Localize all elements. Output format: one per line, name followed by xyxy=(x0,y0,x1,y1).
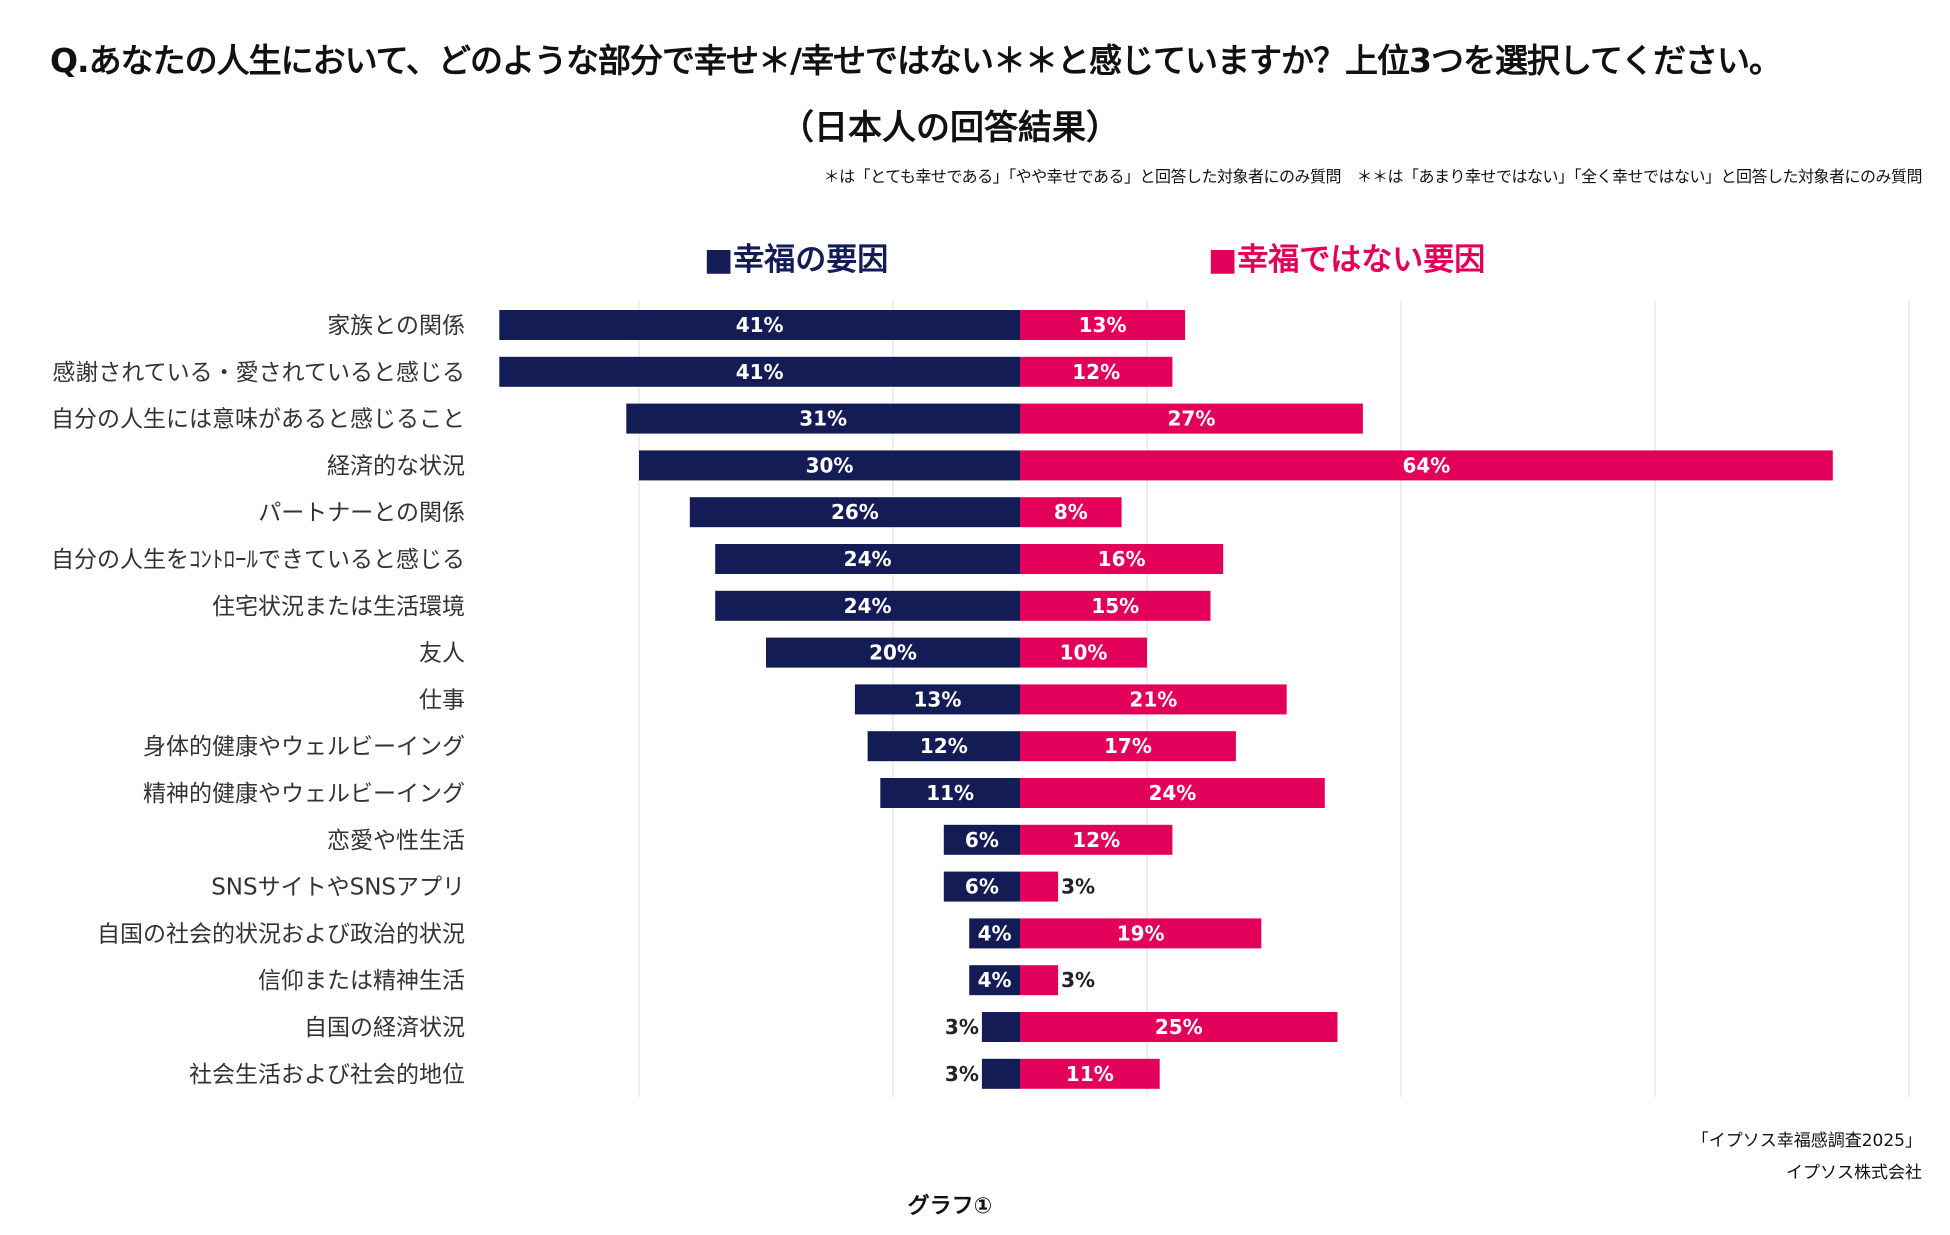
unhappy-value-label: 24% xyxy=(1148,781,1196,805)
happy-value-label: 20% xyxy=(869,641,917,665)
unhappy-factor-bar xyxy=(1020,871,1059,902)
happy-value-label: 24% xyxy=(844,594,892,618)
happy-value-label: 13% xyxy=(914,687,962,711)
unhappy-factor-bar xyxy=(1020,1058,1160,1089)
unhappy-value-label: 64% xyxy=(1402,453,1450,477)
category-label: 社会生活および社会的地位 xyxy=(189,1062,465,1088)
category-label: 家族との関係 xyxy=(327,313,465,339)
unhappy-value-label: 19% xyxy=(1117,921,1165,945)
happy-value-label: 41% xyxy=(736,360,784,384)
unhappy-value-label: 13% xyxy=(1079,313,1127,337)
category-label: パートナーとの関係 xyxy=(258,500,465,526)
happy-value-label: 31% xyxy=(799,407,847,431)
unhappy-value-label: 17% xyxy=(1104,734,1152,758)
happy-factor-bar xyxy=(880,778,1020,808)
unhappy-factor-bar xyxy=(1020,497,1122,528)
unhappy-factor-bar xyxy=(1020,356,1173,387)
category-label: 恋愛や性生活 xyxy=(327,828,465,854)
category-label: 身体的健康やウェルビーイング xyxy=(143,734,465,760)
happy-value-label: 11% xyxy=(926,781,974,805)
category-label: 仕事 xyxy=(419,687,465,713)
source-label: 「イプソス幸福感調査2025」 xyxy=(1691,1131,1922,1151)
category-label: 自分の人生には意味があると感じること xyxy=(51,407,465,433)
unhappy-value-label: 15% xyxy=(1091,594,1139,618)
chart-subtitle: （日本人の回答結果） xyxy=(780,108,1120,148)
happy-value-label: 26% xyxy=(831,500,879,524)
happy-factor-bar xyxy=(766,637,1020,668)
category-label: 自国の経済状況 xyxy=(304,1015,465,1041)
unhappy-factor-bar xyxy=(1020,918,1262,949)
happy-factor-bar xyxy=(639,450,1020,481)
happy-factor-bar xyxy=(981,1012,1020,1042)
happy-factor-bar xyxy=(689,497,1020,528)
happy-factor-bar xyxy=(867,731,1020,762)
unhappy-value-label: 16% xyxy=(1098,547,1146,571)
unhappy-factor-bar xyxy=(1020,637,1147,668)
unhappy-value-label: 12% xyxy=(1072,360,1120,384)
unhappy-factor-bar xyxy=(1020,1012,1338,1042)
happy-factor-bar xyxy=(969,918,1020,949)
unhappy-value-label: 12% xyxy=(1072,828,1120,852)
category-label: 経済的な状況 xyxy=(327,453,465,479)
happy-factor-bar xyxy=(499,356,1020,387)
happy-value-label: 24% xyxy=(844,547,892,571)
happy-value-label: 30% xyxy=(806,453,854,477)
category-label: 友人 xyxy=(419,641,465,667)
chart-title: Q.あなたの人生において、どのような部分で幸せ＊/幸せではない＊＊と感じています… xyxy=(50,41,1782,80)
unhappy-factor-bar xyxy=(1020,684,1287,715)
unhappy-value-label: 10% xyxy=(1060,641,1108,665)
company-label: イプソス株式会社 xyxy=(1786,1163,1922,1183)
happy-factor-bar xyxy=(943,871,1020,902)
unhappy-value-label: 25% xyxy=(1155,1015,1203,1039)
unhappy-factor-bar xyxy=(1020,778,1325,808)
category-label: 信仰または精神生活 xyxy=(258,968,465,994)
happy-value-label: 6% xyxy=(965,875,999,899)
footnote: ＊は「とても幸せである」「やや幸せである」と回答した対象者にのみ質問 ＊＊は「あ… xyxy=(823,167,1923,186)
unhappy-value-label: 21% xyxy=(1129,687,1177,711)
category-label: 感謝されている・愛されていると感じる xyxy=(52,360,465,386)
happy-factor-bar xyxy=(854,684,1020,715)
happy-value-label: 4% xyxy=(978,921,1012,945)
unhappy-value-label: 3% xyxy=(1061,968,1095,992)
unhappy-value-label: 8% xyxy=(1054,500,1088,524)
happy-value-label: 4% xyxy=(978,968,1012,992)
unhappy-factor-bar xyxy=(1020,965,1059,996)
unhappy-value-label: 27% xyxy=(1168,407,1216,431)
unhappy-factor-bar xyxy=(1020,403,1363,434)
unhappy-factor-bar xyxy=(1020,731,1236,762)
unhappy-factor-bar xyxy=(1020,590,1211,621)
unhappy-value-label: 11% xyxy=(1066,1062,1114,1086)
happy-value-label: 12% xyxy=(920,734,968,758)
happy-value-label: 41% xyxy=(736,313,784,337)
unhappy-factor-bar xyxy=(1020,544,1224,574)
category-label: 精神的健康やウェルビーイング xyxy=(143,781,465,807)
category-label: 住宅状況または生活環境 xyxy=(212,594,465,620)
happy-factor-bar xyxy=(715,590,1020,621)
happy-value-label: 3% xyxy=(945,1015,979,1039)
figure-label: グラフ① xyxy=(907,1194,993,1219)
happy-factor-bar xyxy=(715,544,1020,574)
category-label: 自国の社会的状況および政治的状況 xyxy=(97,921,465,947)
happy-value-label: 6% xyxy=(965,828,999,852)
unhappy-factor-bar xyxy=(1020,450,1833,481)
happy-factor-bar xyxy=(969,965,1020,996)
happy-value-label: 3% xyxy=(945,1062,979,1086)
legend-happy-factors: ■幸福の要因 xyxy=(704,242,889,278)
unhappy-factor-bar xyxy=(1020,824,1173,855)
unhappy-value-label: 3% xyxy=(1061,875,1095,899)
unhappy-factor-bar xyxy=(1020,310,1186,340)
happy-factor-bar xyxy=(943,824,1020,855)
happy-factor-bar xyxy=(981,1058,1020,1089)
legend-unhappy-factors: ■幸福ではない要因 xyxy=(1208,242,1486,278)
category-label: SNSサイトやSNSアプリ xyxy=(211,875,465,901)
category-label: 自分の人生をｺﾝﾄﾛｰﾙできていると感じる xyxy=(51,547,465,573)
happy-factor-bar xyxy=(626,403,1020,434)
happy-factor-bar xyxy=(499,310,1020,340)
